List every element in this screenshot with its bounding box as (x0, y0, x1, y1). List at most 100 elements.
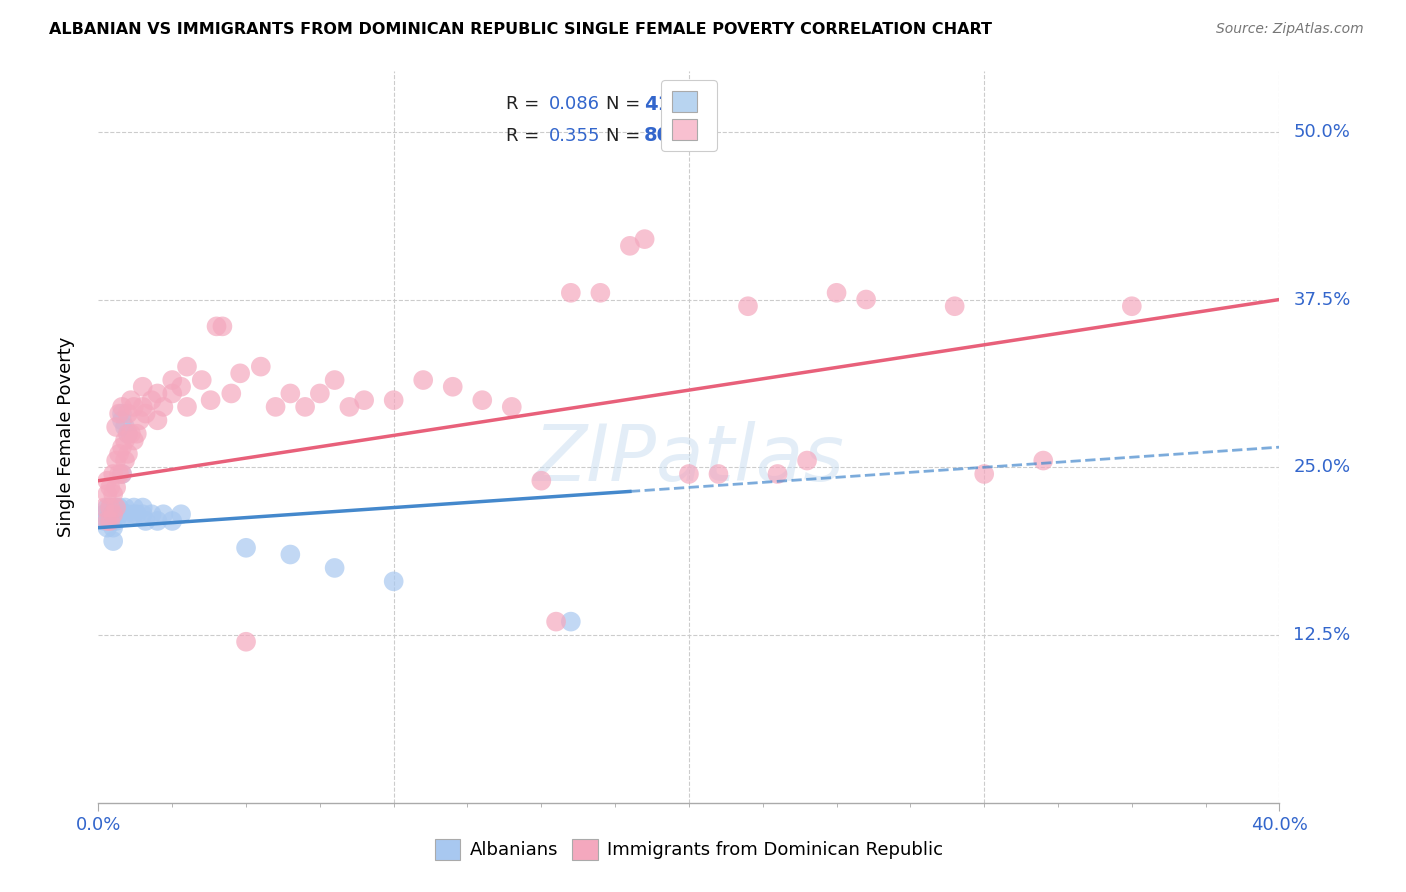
Point (796, 453, 818, 467)
Text: R =: R = (506, 127, 546, 145)
Point (103, 467, 125, 481)
Point (120, 426, 142, 441)
Point (162, 514, 183, 528)
Point (211, 319, 233, 334)
Point (560, 285, 582, 300)
Point (589, 285, 612, 300)
Point (501, 400, 523, 414)
Point (162, 386, 183, 401)
Point (98, 500, 121, 515)
Point (111, 467, 134, 481)
Point (323, 373, 346, 387)
Point (441, 380, 464, 394)
Point (117, 407, 139, 421)
Point (170, 508, 193, 522)
Point (530, 474, 553, 488)
Text: 37.5%: 37.5% (1294, 291, 1351, 309)
Text: 12.5%: 12.5% (1294, 626, 1351, 644)
Point (634, 232, 657, 246)
Point (108, 500, 131, 515)
Point (105, 508, 128, 522)
Point (103, 508, 125, 522)
Point (111, 400, 134, 414)
Point (105, 453, 128, 467)
Point (250, 359, 273, 374)
Point (546, 615, 568, 629)
Point (125, 426, 148, 441)
Point (105, 480, 128, 494)
Point (98, 514, 121, 528)
Point (176, 359, 198, 374)
Point (146, 514, 169, 528)
Point (146, 413, 169, 427)
Point (235, 634, 257, 648)
Text: 25.0%: 25.0% (1294, 458, 1351, 476)
Point (117, 426, 139, 441)
Text: 0.086: 0.086 (548, 95, 599, 113)
Legend: Albanians, Immigrants from Dominican Republic: Albanians, Immigrants from Dominican Rep… (427, 831, 950, 867)
Point (117, 426, 139, 441)
Point (737, 299, 759, 313)
Point (114, 434, 136, 448)
Point (103, 521, 125, 535)
Point (309, 386, 332, 401)
Point (619, 239, 641, 253)
Point (221, 386, 243, 401)
Point (707, 467, 730, 481)
Point (128, 413, 150, 427)
Text: N =: N = (606, 127, 647, 145)
Point (111, 407, 134, 421)
Point (111, 467, 134, 481)
Point (412, 373, 434, 387)
Point (235, 541, 257, 555)
Point (114, 500, 136, 515)
Point (105, 514, 128, 528)
Point (96, 474, 118, 488)
Text: 0.355: 0.355 (548, 127, 600, 145)
Point (1032, 453, 1054, 467)
Point (135, 514, 157, 528)
Point (323, 561, 346, 575)
Point (103, 508, 125, 522)
Point (117, 447, 139, 461)
Point (122, 434, 145, 448)
Point (339, 400, 361, 414)
Point (560, 615, 582, 629)
Point (98, 500, 121, 515)
Text: ALBANIAN VS IMMIGRANTS FROM DOMINICAN REPUBLIC SINGLE FEMALE POVERTY CORRELATION: ALBANIAN VS IMMIGRANTS FROM DOMINICAN RE… (49, 22, 993, 37)
Text: N =: N = (606, 95, 647, 113)
Point (973, 467, 995, 481)
Point (111, 413, 134, 427)
Point (103, 534, 125, 549)
Text: 41: 41 (644, 95, 671, 114)
Point (96, 487, 118, 501)
Point (114, 420, 136, 434)
Point (96, 521, 118, 535)
Point (382, 393, 405, 408)
Point (105, 420, 128, 434)
Point (141, 508, 163, 522)
Point (280, 386, 302, 401)
Point (200, 393, 222, 408)
Point (471, 393, 494, 408)
Point (353, 393, 375, 408)
Point (98, 508, 121, 522)
Point (122, 400, 145, 414)
Point (294, 400, 316, 414)
Point (96, 514, 118, 528)
Point (146, 386, 169, 401)
Point (103, 487, 125, 501)
Point (280, 548, 302, 562)
Point (98, 480, 121, 494)
Point (152, 400, 174, 414)
Point (176, 400, 198, 414)
Point (117, 508, 139, 522)
Point (132, 508, 155, 522)
Point (125, 508, 148, 522)
Point (93, 514, 115, 528)
Point (855, 293, 877, 307)
Point (825, 285, 848, 300)
Text: 50.0%: 50.0% (1294, 123, 1350, 141)
Text: Source: ZipAtlas.com: Source: ZipAtlas.com (1216, 22, 1364, 37)
Point (132, 500, 155, 515)
